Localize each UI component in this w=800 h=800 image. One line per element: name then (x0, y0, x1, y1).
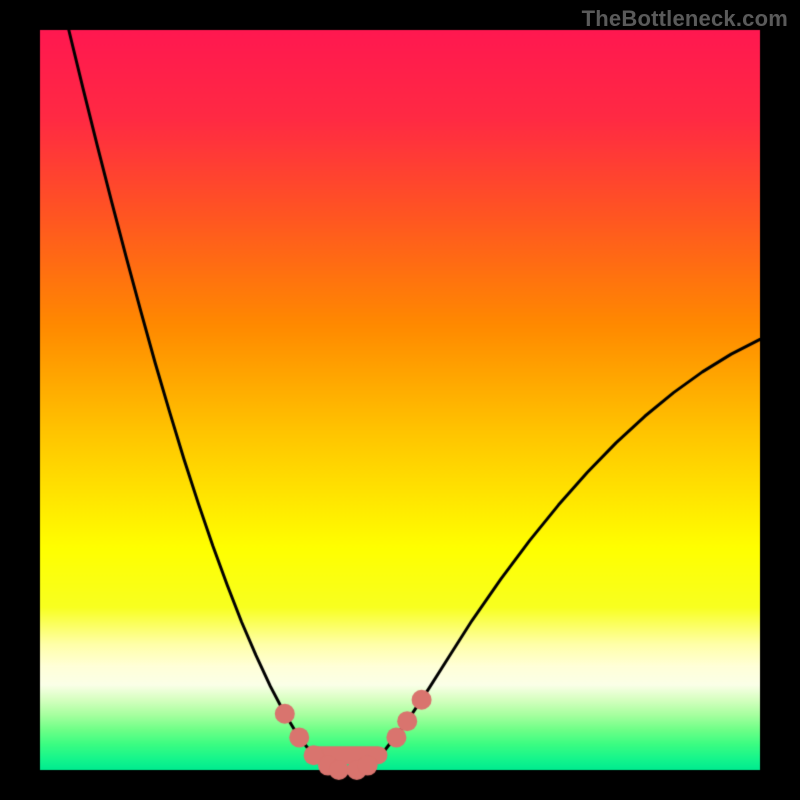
bottleneck-chart (0, 0, 800, 800)
watermark-text: TheBottleneck.com (582, 6, 788, 32)
